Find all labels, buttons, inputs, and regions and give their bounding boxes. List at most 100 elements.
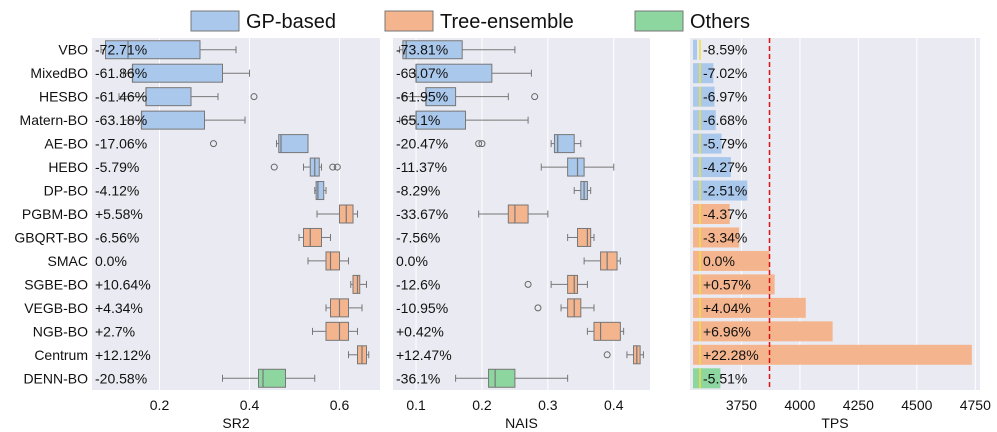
percent-annotation: +4.34% <box>95 300 143 316</box>
x-tick-label: 4750 <box>960 397 991 413</box>
percent-annotation: +10.64% <box>95 276 151 292</box>
bar-HEBO <box>693 157 731 178</box>
legend-label-gp: GP-based <box>246 11 336 33</box>
method-label: NGB-BO <box>33 323 88 339</box>
percent-annotation: 0.0% <box>95 253 127 269</box>
percent-annotation: -61.95% <box>396 89 448 105</box>
percent-annotation: -63.07% <box>396 65 448 81</box>
percent-annotation: -20.58% <box>95 370 147 386</box>
bar-SMAC <box>693 250 770 271</box>
box-SGBE-BO <box>567 274 579 294</box>
method-labels: VBO MixedBO HESBO Matern-BO AE-BO HEBO DP-BO PG… <box>14 42 88 387</box>
bar-VBO <box>693 39 698 60</box>
bar-Centrum <box>693 344 972 365</box>
bar-NGB-BO <box>693 321 833 342</box>
percent-annotation: -2.51% <box>703 183 747 199</box>
outlier-point <box>531 93 539 101</box>
percent-annotation: -4.27% <box>703 159 747 175</box>
box-HEBO <box>567 157 585 177</box>
panel-tps: 3750 4000 4250 4500 4750 TPS -8.59% -7.02% -6.97… <box>690 38 991 431</box>
x-tick-label: 4000 <box>784 397 815 413</box>
method-label: MixedBO <box>30 65 88 81</box>
x-tick-label: 0.4 <box>604 397 624 413</box>
percent-annotation: -5.51% <box>703 370 747 386</box>
percent-annotation: 0.0% <box>396 253 428 269</box>
percent-annotation: -73.81% <box>396 42 448 58</box>
legend-swatch-others <box>634 10 684 32</box>
percent-annotation: -11.37% <box>396 159 447 175</box>
percent-annotation: +12.47% <box>396 347 452 363</box>
legend-label-others: Others <box>690 11 750 33</box>
box-DP-BO <box>315 181 325 201</box>
percent-annotation: +6.96% <box>703 323 751 339</box>
percent-annotation: +12.12% <box>95 347 151 363</box>
box-NGB-BO <box>593 321 621 341</box>
bar-MixedBO <box>693 63 714 84</box>
box-PGBM-BO <box>507 204 529 224</box>
method-label: SMAC <box>48 253 88 269</box>
outlier-point <box>603 351 611 359</box>
percent-annotation: -4.12% <box>95 183 139 199</box>
outlier-point <box>250 93 258 101</box>
method-label: HESBO <box>39 89 88 105</box>
box-DENN-BO <box>258 368 286 388</box>
percent-annotation: -8.59% <box>703 42 747 58</box>
box-AE-BO <box>553 134 575 154</box>
outlier-point <box>270 163 278 171</box>
method-label: AE-BO <box>44 136 88 152</box>
outlier-point <box>524 280 532 288</box>
method-label: SGBE-BO <box>24 276 88 292</box>
method-label: PGBM-BO <box>22 206 88 222</box>
percent-annotation: -33.67% <box>396 206 448 222</box>
legend: GP-based Tree-ensemble Others <box>190 10 750 33</box>
box-AE-BO <box>278 134 309 154</box>
percent-annotation: 0.0% <box>703 253 735 269</box>
box-VBO <box>402 40 463 60</box>
percent-annotation: -17.06% <box>95 136 147 152</box>
legend-swatch-gp <box>190 10 240 32</box>
panel-sr2: 0.2 0.4 0.6 SR2 -72.71% -61.86% -61.46% -63.18%… <box>92 38 380 431</box>
bar-VEGB-BO <box>693 297 806 318</box>
method-label: GBQRT-BO <box>14 229 88 245</box>
percent-annotation: -6.97% <box>703 89 747 105</box>
box-GBQRT-BO <box>303 227 322 247</box>
x-tick-label: 0.2 <box>472 397 492 413</box>
x-tick-label: 0.2 <box>150 397 170 413</box>
percent-annotation: -3.34% <box>703 229 747 245</box>
percent-annotation: -7.56% <box>396 229 440 245</box>
percent-annotation: -36.1% <box>396 370 440 386</box>
percent-annotation: -5.79% <box>703 136 747 152</box>
box-DENN-BO <box>488 368 516 388</box>
percent-annotation: -6.68% <box>703 112 747 128</box>
outlier-point <box>329 163 337 171</box>
x-axis-label: SR2 <box>222 415 249 431</box>
bar-HESBO <box>693 86 715 107</box>
panel-nais: 0.1 0.2 0.3 0.4 NAIS -73.81% -63.07% -61.95% -65… <box>393 38 650 431</box>
percent-annotation: -5.79% <box>95 159 139 175</box>
x-axis-label: NAIS <box>505 415 538 431</box>
x-axis-label: TPS <box>821 415 848 431</box>
method-label: HEBO <box>48 159 88 175</box>
method-label: VBO <box>58 42 88 58</box>
percent-annotation: -65.1% <box>396 112 440 128</box>
method-label: DP-BO <box>44 183 88 199</box>
box-Matern-BO <box>141 110 205 130</box>
bar-Matern-BO <box>693 110 716 131</box>
bar-SGBE-BO <box>693 274 775 295</box>
percent-annotation: -61.46% <box>95 89 147 105</box>
percent-annotation: -72.71% <box>95 42 147 58</box>
x-tick-label: 4500 <box>901 397 932 413</box>
x-tick-label: 0.1 <box>406 397 426 413</box>
outlier-point <box>210 140 217 148</box>
x-tick-label: 4250 <box>843 397 874 413</box>
percent-annotation: +2.7% <box>95 323 135 339</box>
box-SGBE-BO <box>352 274 361 294</box>
x-tick-label: 0.4 <box>240 397 260 413</box>
method-label: Matern-BO <box>20 112 89 128</box>
legend-label-tree: Tree-ensemble <box>440 11 574 33</box>
percent-annotation: -12.6% <box>396 276 440 292</box>
outlier-point <box>333 163 341 171</box>
bar-DP-BO <box>693 180 748 201</box>
bar-PGBM-BO <box>693 204 730 224</box>
